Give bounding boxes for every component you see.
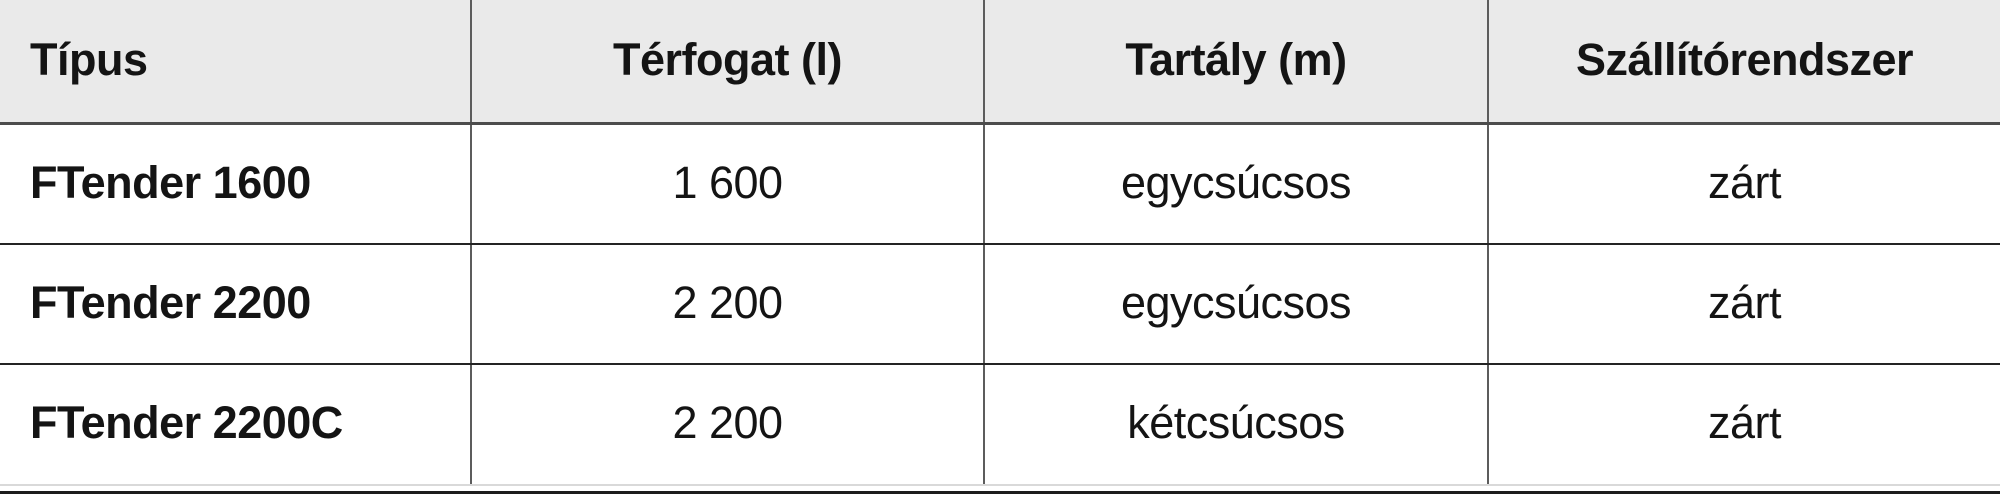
cell-delivery-system: zárt <box>1487 365 2000 484</box>
table-header-row: Típus Térfogat (l) Tartály (m) Szállítór… <box>0 0 2000 125</box>
cell-delivery-system: zárt <box>1487 245 2000 363</box>
cell-type: FTender 1600 <box>30 156 311 208</box>
cell-delivery-system: zárt <box>1487 125 2000 243</box>
cell-volume: 2 200 <box>470 245 983 363</box>
cell-type: FTender 2200C <box>30 397 343 448</box>
cell-volume: 2 200 <box>470 365 983 484</box>
table-row: FTender 1600 1 600 egycsúcsos zárt <box>0 125 2000 245</box>
cell-type: FTender 2200 <box>30 276 311 328</box>
column-header-terfogat: Térfogat (l) <box>470 0 983 122</box>
bottom-spacer <box>0 486 2000 491</box>
table-row: FTender 2200 2 200 egycsúcsos zárt <box>0 245 2000 365</box>
column-header-tipus: Típus <box>30 33 148 85</box>
cell-volume: 1 600 <box>470 125 983 243</box>
table-row: FTender 2200C 2 200 kétcsúcsos zárt <box>0 365 2000 486</box>
cell-tank: egycsúcsos <box>983 125 1487 243</box>
table-bottom-rule <box>0 491 2000 494</box>
column-header-tartaly: Tartály (m) <box>983 0 1487 122</box>
column-header-szallitorendszer: Szállítórendszer <box>1487 0 2000 122</box>
cell-tank: kétcsúcsos <box>983 365 1487 484</box>
cell-tank: egycsúcsos <box>983 245 1487 363</box>
